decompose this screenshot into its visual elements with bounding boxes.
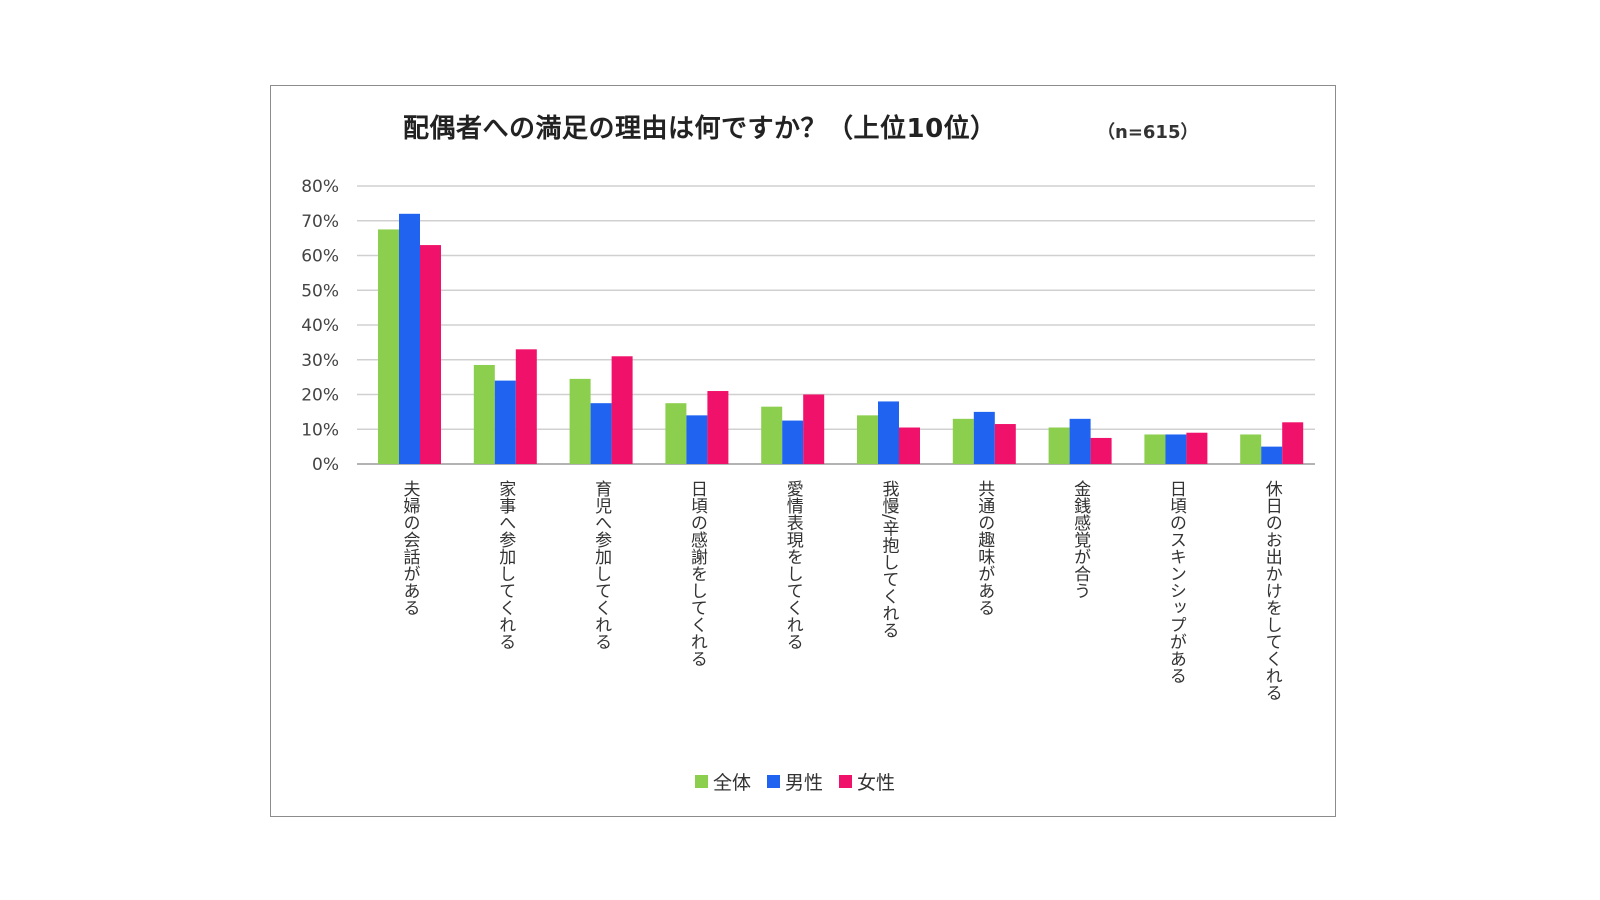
legend-swatch-male [767,775,781,788]
bar [878,401,899,464]
legend-swatch-all [695,775,708,788]
bar [686,415,708,464]
bar [1144,434,1166,464]
bar [611,356,633,464]
y-tick-label: 0% [312,455,339,475]
bar [378,229,399,464]
bar [857,415,878,464]
legend-swatch-female [839,775,853,788]
bar [494,380,516,464]
bar [952,418,974,464]
y-tick-label: 10% [301,420,339,440]
y-tick-label: 30% [301,351,339,371]
x-category-label: 日頃のスキンシップがある [1166,480,1186,684]
y-tick-label: 80% [301,177,339,197]
y-tick-label: 60% [301,247,339,267]
bar [973,411,995,464]
bar [1069,418,1091,464]
x-category-label: 我慢/辛抱してくれる [879,480,900,639]
bar [1090,437,1112,464]
bar [1048,427,1070,464]
bar [569,378,591,464]
legend-item-male: 男性 [767,768,823,795]
bar [1186,432,1208,464]
y-tick-label: 40% [301,316,339,336]
bar [1282,422,1304,464]
x-category-label: 日頃の感謝をしてくれる [687,480,708,667]
x-category-label: 家事へ参加してくれる [495,480,516,650]
x-category-label: 共通の趣味がある [974,480,995,616]
legend-item-all: 全体 [695,768,751,795]
bar [707,391,729,464]
legend: 全体 男性 女性 [695,768,895,795]
bar [1165,434,1187,464]
x-category-label: 愛情表現をしてくれる [783,480,804,650]
x-category-label: 夫婦の会話がある [400,480,421,616]
bar [1261,446,1283,464]
bar [399,213,420,464]
bar [761,406,783,464]
bar [665,403,687,464]
y-axis-ticks: 0% 10% 20% 30% 40% 50% 60% 70% 80% [301,177,339,475]
bar [994,424,1016,464]
bar [420,245,441,464]
bar [590,403,612,464]
x-category-label: 休日のお出かけをしてくれる [1262,480,1283,701]
bar [782,420,804,464]
y-tick-label: 70% [301,212,339,232]
bar [473,364,495,464]
legend-label-female: 女性 [857,772,896,794]
bar [899,427,920,464]
x-category-label: 金銭感覚が合う [1070,480,1091,599]
bar [515,349,537,464]
sample-size-label: （n=615） [1097,122,1199,143]
x-category-label: 育児へ参加してくれる [591,480,612,650]
chart-title: 配偶者への満足の理由は何ですか？（上位10位） [403,114,997,144]
bar [803,394,825,464]
legend-label-male: 男性 [785,772,824,794]
legend-label-all: 全体 [713,772,752,794]
legend-item-female: 女性 [839,768,895,795]
y-tick-label: 20% [301,386,339,406]
bar [1240,434,1262,464]
y-tick-label: 50% [301,281,339,301]
x-axis-labels: 夫婦の会話がある 家事へ参加してくれる 育児へ参加してくれる 日頃の感謝をしてくれる 愛… [400,480,1283,701]
bars [378,213,1304,464]
